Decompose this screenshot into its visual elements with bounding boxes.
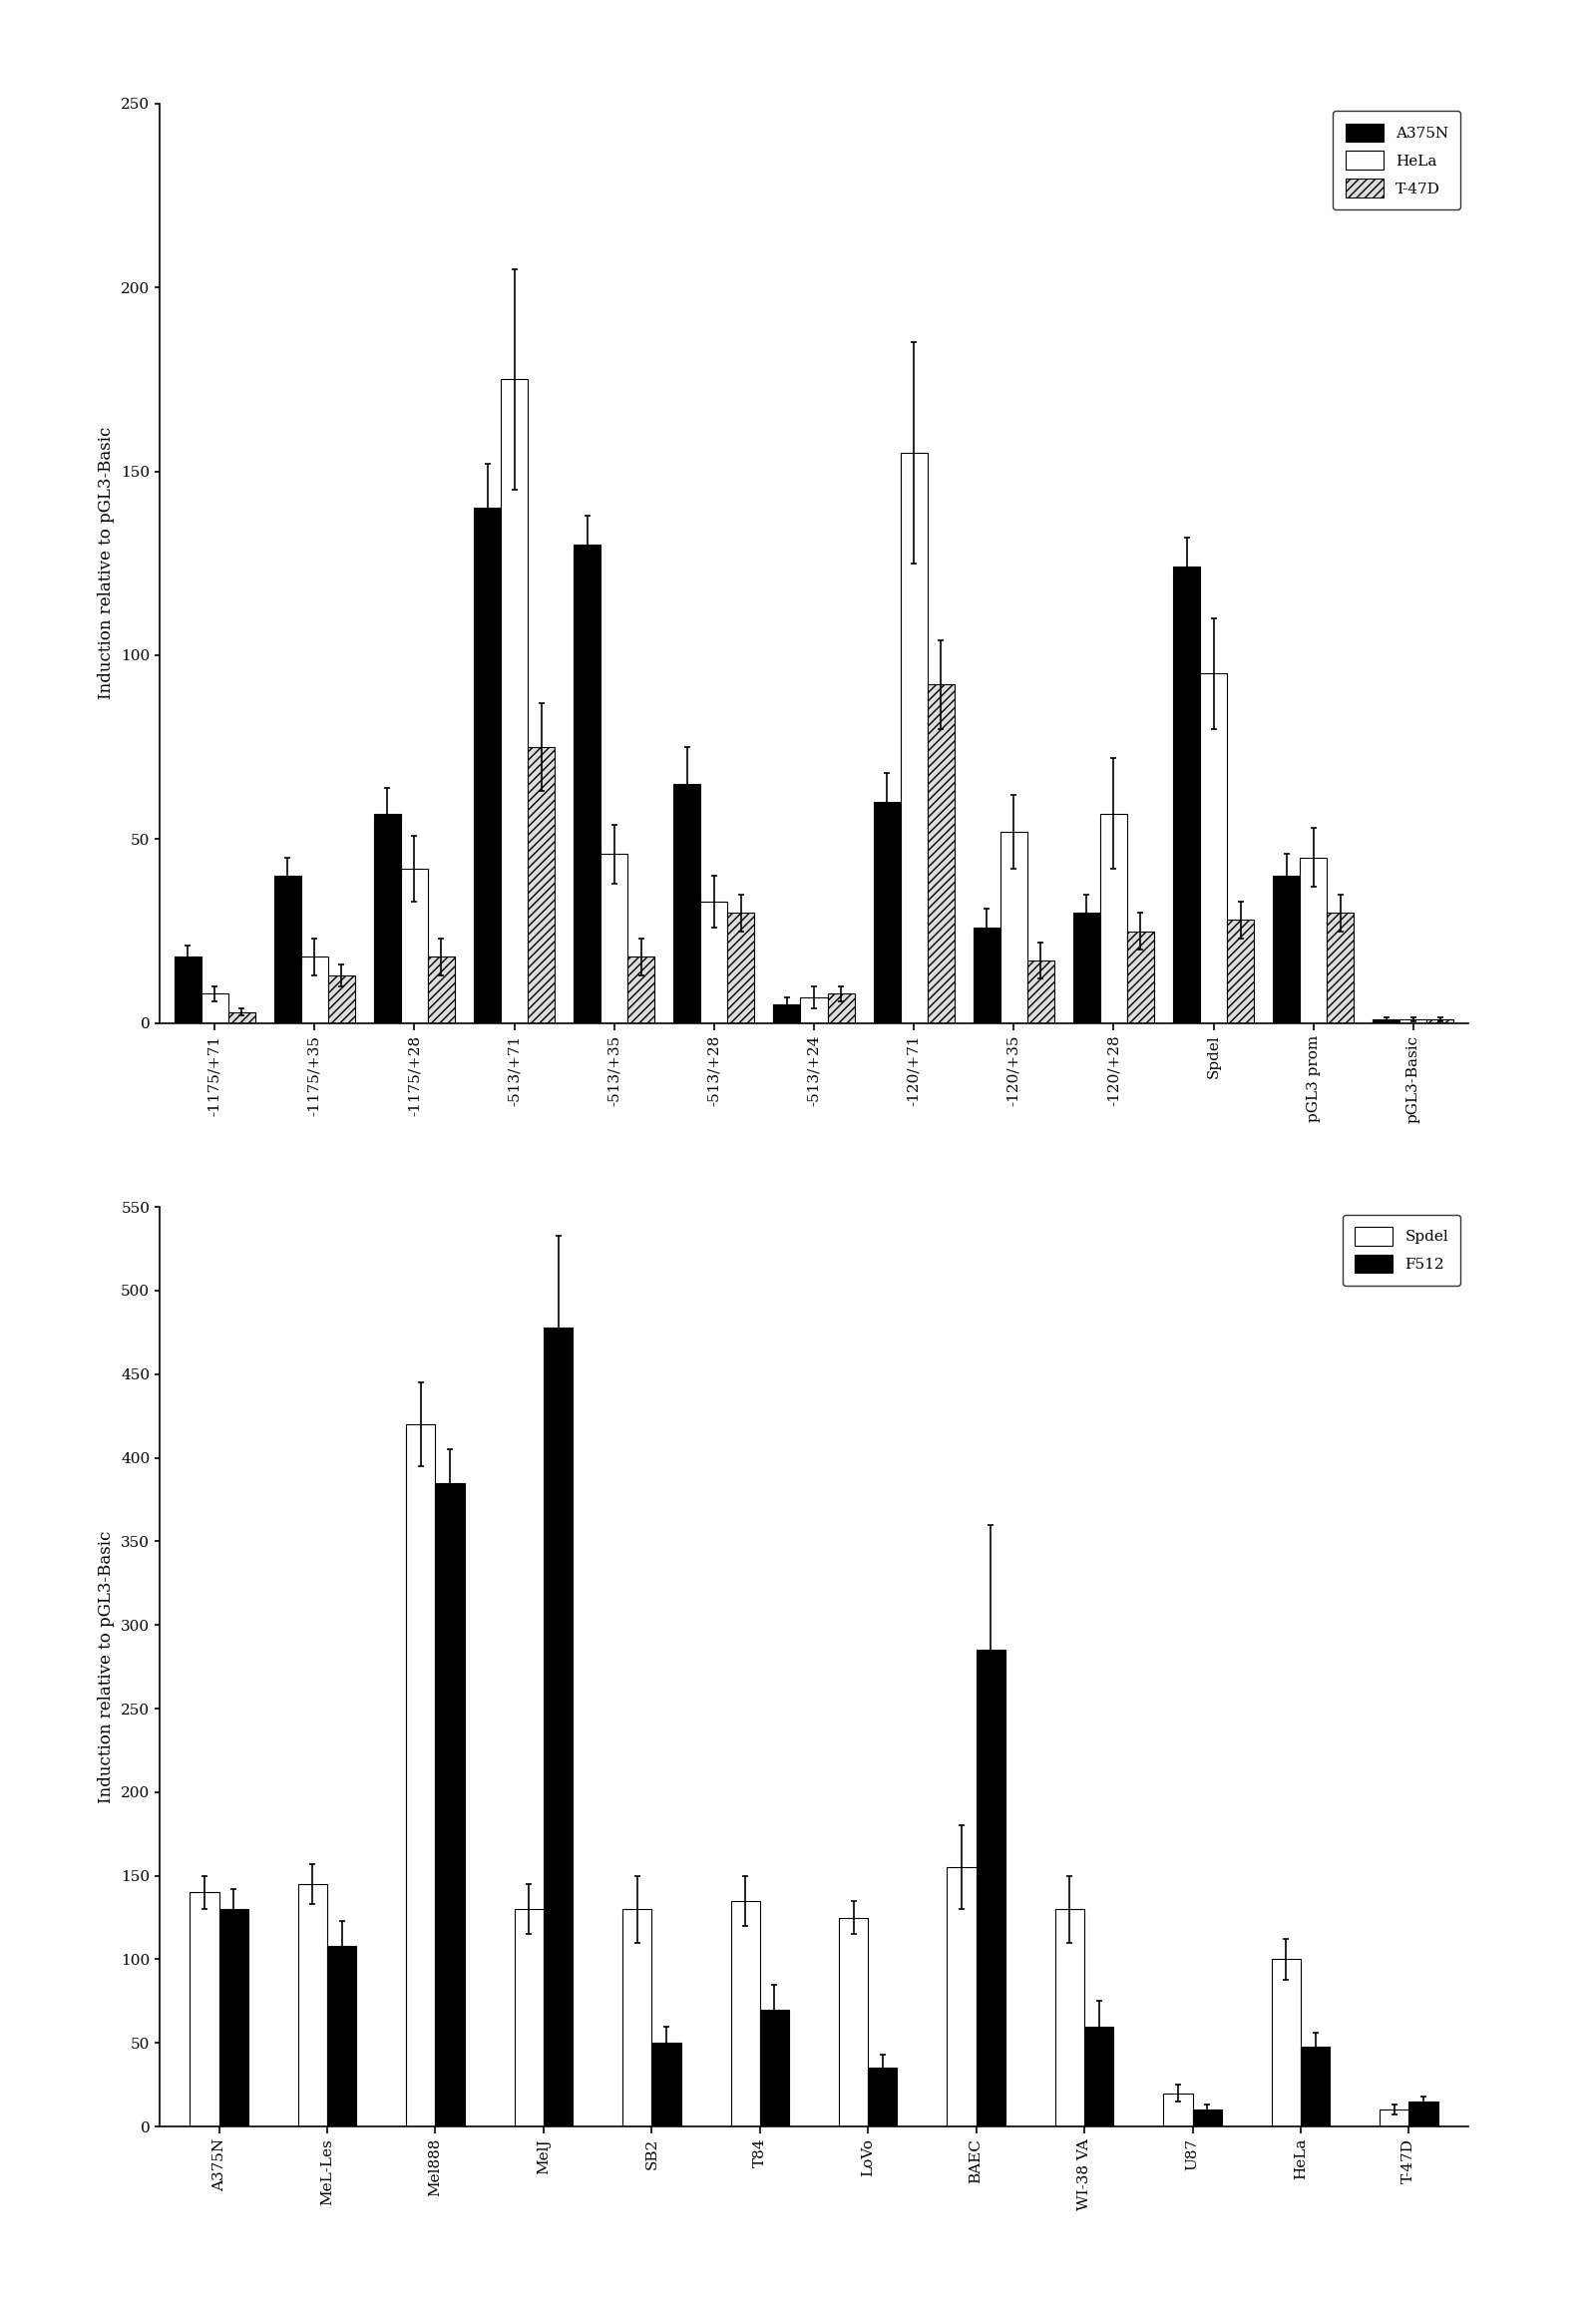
Bar <box>190 1892 219 2127</box>
Bar <box>1073 913 1100 1023</box>
Bar <box>1173 568 1200 1023</box>
Bar <box>873 802 900 1023</box>
Bar <box>573 545 600 1023</box>
Bar <box>219 1908 249 2127</box>
Legend: A375N, HeLa, T-47D: A375N, HeLa, T-47D <box>1333 110 1460 209</box>
Bar <box>651 2044 681 2127</box>
Bar <box>1326 913 1353 1023</box>
Bar <box>1028 961 1055 1023</box>
Bar <box>1100 814 1127 1023</box>
Bar <box>1409 2101 1438 2127</box>
Bar <box>760 2009 788 2127</box>
Bar <box>327 975 354 1023</box>
Bar <box>174 956 201 1023</box>
Bar <box>801 998 827 1023</box>
Bar <box>1084 2025 1114 2127</box>
Bar <box>228 1012 255 1023</box>
Bar <box>373 814 401 1023</box>
Bar <box>1192 2110 1221 2127</box>
Bar <box>674 784 701 1023</box>
Bar <box>827 993 854 1023</box>
Bar <box>774 1005 801 1023</box>
Bar <box>1400 1018 1427 1023</box>
Bar <box>401 869 428 1023</box>
Bar <box>528 747 555 1023</box>
Bar <box>977 1651 1005 2127</box>
Bar <box>946 1867 977 2127</box>
Bar <box>1301 2046 1329 2127</box>
Legend: Spdel, F512: Spdel, F512 <box>1342 1214 1460 1285</box>
Bar <box>868 2069 897 2127</box>
Bar <box>298 1885 327 2127</box>
Y-axis label: Induction relative to pGL3-Basic: Induction relative to pGL3-Basic <box>99 428 115 699</box>
Bar <box>514 1908 544 2127</box>
Bar <box>974 926 1001 1023</box>
Bar <box>701 901 728 1023</box>
Bar <box>1055 1908 1084 2127</box>
Bar <box>1001 832 1028 1023</box>
Bar <box>407 1425 436 2127</box>
Bar <box>201 993 228 1023</box>
Bar <box>622 1908 651 2127</box>
Bar <box>900 453 927 1023</box>
Bar <box>1274 876 1301 1023</box>
Bar <box>1301 858 1326 1023</box>
Bar <box>1200 674 1227 1023</box>
Bar <box>600 853 627 1023</box>
Bar <box>436 1483 464 2127</box>
Bar <box>731 1901 760 2127</box>
Bar <box>1163 2092 1192 2127</box>
Bar <box>428 956 455 1023</box>
Bar <box>839 1917 868 2127</box>
Bar <box>1127 931 1154 1023</box>
Bar <box>275 876 302 1023</box>
Bar <box>1379 2110 1409 2127</box>
Bar <box>474 508 501 1023</box>
Bar <box>1427 1018 1454 1023</box>
Bar <box>327 1945 356 2127</box>
Bar <box>1373 1018 1400 1023</box>
Bar <box>1227 920 1254 1023</box>
Y-axis label: Induction relative to pGL3-Basic: Induction relative to pGL3-Basic <box>99 1531 115 1802</box>
Bar <box>927 685 954 1023</box>
Bar <box>544 1327 573 2127</box>
Bar <box>302 956 327 1023</box>
Text: FIG. 4 A: FIG. 4 A <box>768 1271 860 1290</box>
Bar <box>627 956 654 1023</box>
Bar <box>501 379 528 1023</box>
Bar <box>728 913 755 1023</box>
Bar <box>1272 1959 1301 2127</box>
